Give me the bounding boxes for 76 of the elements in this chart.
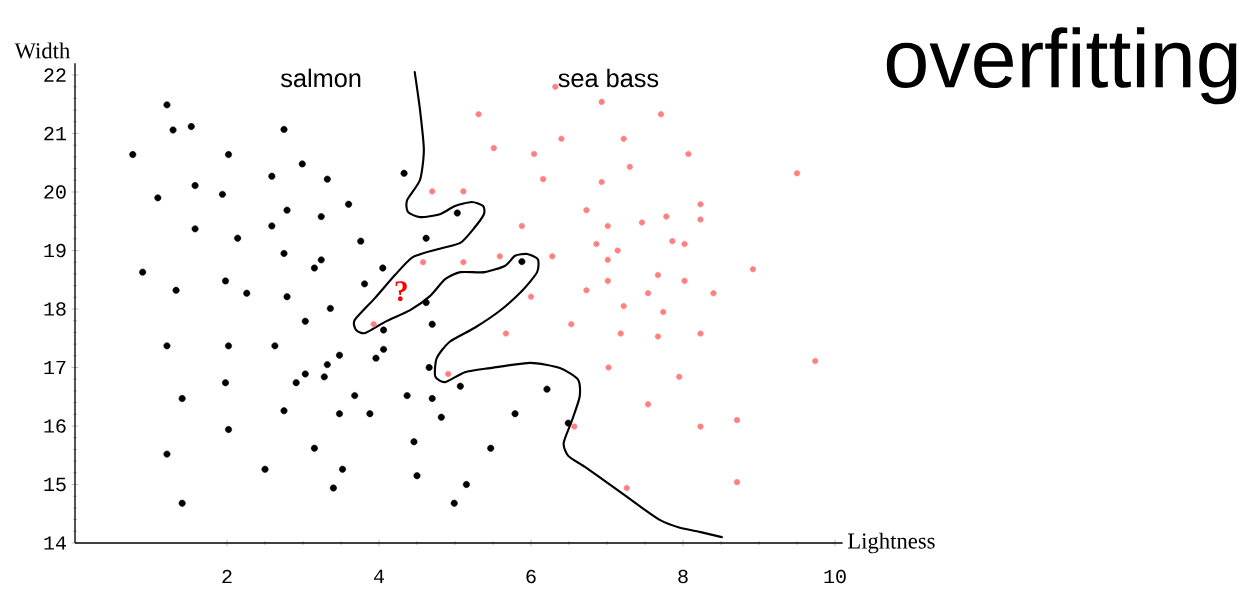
point (540, 176, 547, 183)
point (623, 484, 630, 492)
y-tick-label: 17 (44, 360, 66, 375)
point (626, 163, 633, 170)
point (496, 253, 503, 260)
point (527, 293, 535, 300)
point (710, 290, 717, 297)
point (620, 303, 627, 310)
point (681, 277, 688, 284)
y-tick-label: 14 (44, 536, 66, 550)
x-tick-label: 6 (526, 569, 536, 584)
point (502, 330, 509, 337)
point (793, 170, 801, 177)
point (733, 479, 741, 486)
point (568, 321, 575, 328)
point (654, 333, 661, 340)
point (558, 135, 565, 142)
y-tick-label: 21 (44, 126, 66, 141)
y-tick-label: 20 (44, 185, 66, 199)
point (604, 256, 611, 263)
point (530, 150, 538, 158)
point (490, 145, 497, 152)
point (644, 401, 652, 408)
annotation: ? (395, 281, 407, 302)
point (593, 241, 600, 248)
point (685, 150, 692, 158)
point (657, 111, 665, 118)
point (445, 370, 452, 378)
point (638, 219, 646, 226)
point (583, 287, 590, 294)
point (654, 272, 661, 279)
point (697, 423, 704, 430)
point (460, 259, 467, 266)
point (420, 259, 427, 266)
point (697, 201, 704, 208)
text: overfitting (886, 27, 1237, 105)
point (370, 321, 377, 328)
point (812, 358, 819, 365)
point (598, 98, 605, 105)
point (620, 135, 627, 142)
x-tick-label: 8 (678, 569, 688, 584)
y-tick-label: 22 (44, 68, 66, 82)
point (549, 253, 556, 260)
point (749, 266, 756, 273)
y-tick-label: 18 (44, 302, 66, 316)
point (583, 207, 590, 214)
point (697, 330, 704, 337)
x-tick-label: 4 (374, 569, 384, 583)
x-tick-label: 2 (222, 569, 232, 584)
point (460, 188, 467, 195)
point (604, 277, 611, 284)
y-tick-label: 16 (44, 419, 66, 433)
y-axis-title: Width (14, 42, 71, 59)
x-tick-label: 10 (824, 569, 846, 584)
point (733, 417, 741, 424)
point (644, 290, 652, 297)
point (429, 188, 436, 195)
point (617, 330, 624, 337)
point (614, 247, 621, 254)
y-tick-label: 15 (44, 477, 66, 492)
point (663, 213, 670, 220)
point (571, 423, 578, 430)
point (605, 364, 612, 371)
point (697, 216, 704, 223)
point (669, 238, 676, 245)
x-axis-title: Lightness (847, 532, 935, 554)
point (598, 178, 605, 186)
point (676, 373, 683, 380)
point (660, 308, 667, 315)
point (475, 111, 482, 118)
y-tick-label: 19 (44, 243, 66, 258)
point (604, 222, 611, 229)
series-label: sea bass (558, 68, 659, 88)
point (518, 222, 525, 229)
point (681, 241, 688, 248)
series-label: salmon (280, 68, 361, 88)
